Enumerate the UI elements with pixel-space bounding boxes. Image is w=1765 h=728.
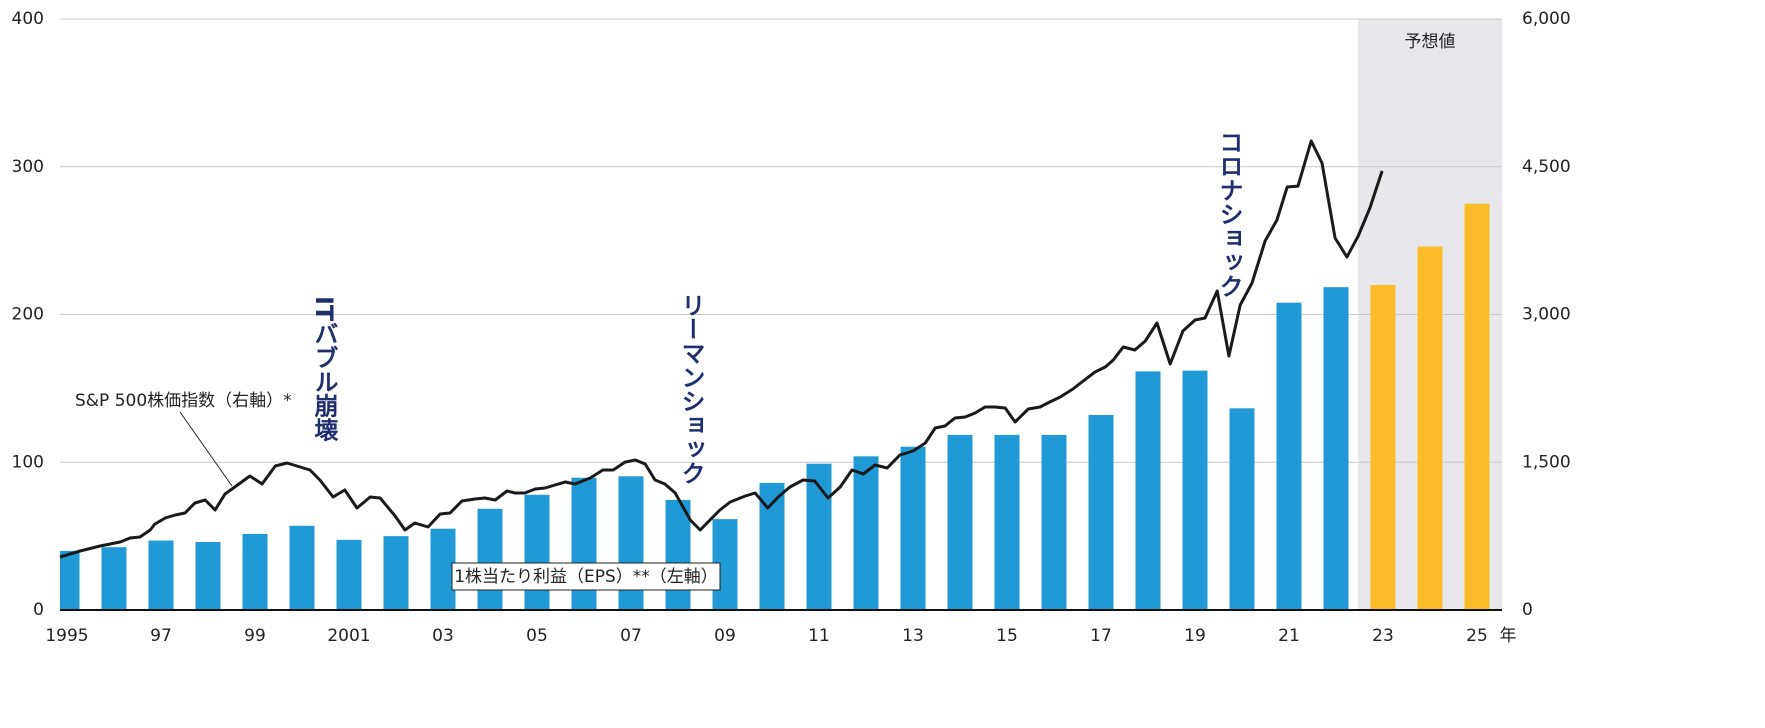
bar-label: 1株当たり利益（EPS）**（左軸） bbox=[454, 567, 718, 587]
bar-label-box bbox=[451, 562, 721, 591]
x-tick-label: 97 bbox=[150, 626, 172, 646]
y2-tick-label: 0 bbox=[1522, 600, 1533, 620]
line bbox=[59, 139, 1384, 559]
y-tick-label: 100 bbox=[12, 452, 44, 472]
y2-tick-label: 3,000 bbox=[1522, 305, 1571, 325]
bar bbox=[242, 533, 268, 610]
bar bbox=[101, 547, 127, 610]
bar bbox=[1135, 371, 1161, 610]
x-tick-label: 17 bbox=[1090, 626, 1112, 646]
x-tick-label: 21 bbox=[1278, 626, 1300, 646]
x-tick-label: 2001 bbox=[327, 626, 370, 646]
x-tick-label: 07 bbox=[620, 626, 642, 646]
annotation: コロナショック bbox=[1215, 130, 1243, 298]
y2-tick-label: 4,500 bbox=[1522, 157, 1571, 177]
x-tick-label: 99 bbox=[244, 626, 266, 646]
y-tick-label: 400 bbox=[12, 9, 44, 29]
annotation: リーマンショック bbox=[677, 293, 705, 485]
y2-tick-label: 1,500 bbox=[1522, 452, 1571, 472]
bar bbox=[60, 550, 80, 610]
y-tick-label: 300 bbox=[12, 157, 44, 177]
line-label: S&P 500株価指数（右軸）* bbox=[75, 391, 292, 411]
bar bbox=[1370, 284, 1396, 610]
x-tick-label: 19 bbox=[1184, 626, 1206, 646]
x-tick-label: 11 bbox=[808, 626, 830, 646]
x-tick-label: 13 bbox=[902, 626, 924, 646]
bar bbox=[477, 508, 503, 610]
bar bbox=[1417, 246, 1443, 610]
bar bbox=[524, 494, 550, 610]
leader-line bbox=[179, 411, 233, 487]
bar bbox=[947, 434, 973, 610]
bar bbox=[430, 528, 456, 610]
bar bbox=[900, 446, 926, 610]
x-tick-label: 09 bbox=[714, 626, 736, 646]
x-tick-label: 15 bbox=[996, 626, 1018, 646]
x-tick-label: 03 bbox=[432, 626, 454, 646]
bar bbox=[665, 499, 691, 610]
x-tick-label: 05 bbox=[526, 626, 548, 646]
annotation: ITバブル崩壊 bbox=[310, 296, 338, 442]
bar bbox=[1464, 203, 1490, 610]
y-tick-label: 0 bbox=[33, 600, 44, 620]
x-tick-label: 1995 bbox=[45, 626, 88, 646]
x-tick-label: 25 bbox=[1466, 626, 1488, 646]
x-tick-label: 23 bbox=[1372, 626, 1394, 646]
bar bbox=[336, 539, 362, 610]
bar bbox=[853, 456, 879, 610]
y2-tick-label: 6,000 bbox=[1522, 9, 1571, 29]
bar bbox=[148, 540, 174, 610]
bar bbox=[1276, 302, 1302, 610]
bar bbox=[289, 525, 315, 610]
bar bbox=[1182, 370, 1208, 610]
bar bbox=[1229, 408, 1255, 610]
bar bbox=[1041, 434, 1067, 610]
bar bbox=[1323, 287, 1349, 610]
bar bbox=[994, 434, 1020, 610]
forecast-label: 予想値 bbox=[1405, 32, 1456, 52]
bar bbox=[383, 536, 409, 610]
x-unit: 年 bbox=[1500, 626, 1517, 646]
bar bbox=[195, 542, 221, 610]
bar bbox=[1088, 414, 1114, 610]
y-tick-label: 200 bbox=[12, 305, 44, 325]
